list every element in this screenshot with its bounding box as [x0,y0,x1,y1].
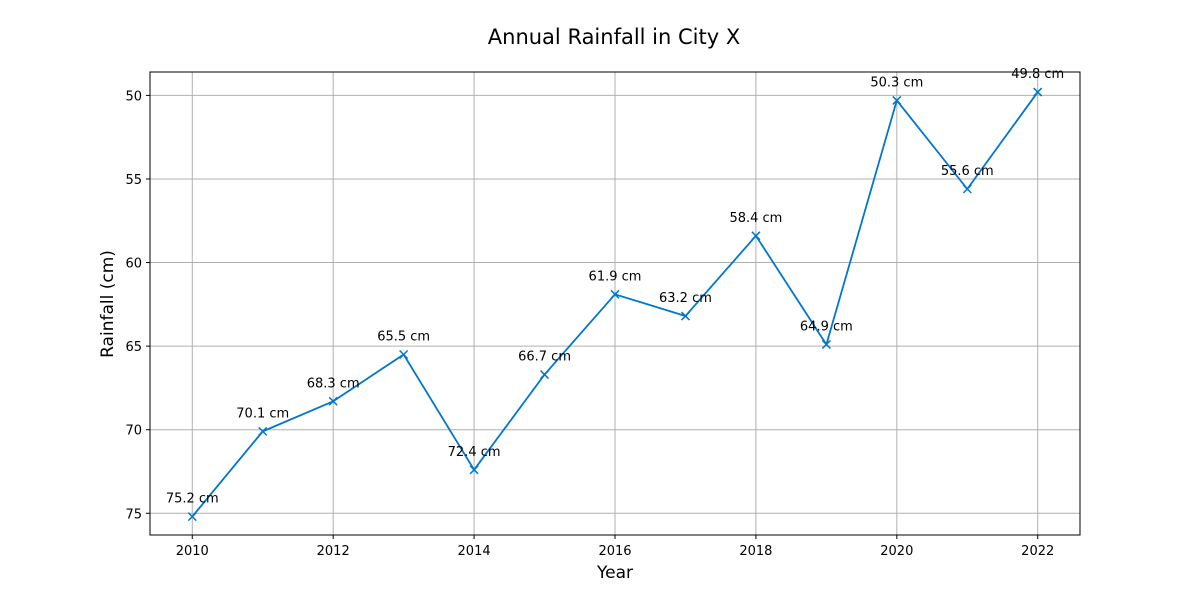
x-axis-ticks: 2010 2012 2014 2016 2018 2020 2022 [176,535,1054,559]
x-tick-label: 2012 [317,544,350,559]
data-label: 68.3 cm [307,376,360,391]
data-label: 72.4 cm [448,445,501,460]
data-point-marker [610,289,620,299]
x-axis-label: Year [596,563,633,583]
data-label: 58.4 cm [729,211,782,226]
data-point-marker [328,396,338,406]
grid-lines [150,72,1080,535]
data-point-marker [962,184,972,194]
rainfall-series [187,87,1043,522]
data-labels: 75.2 cm 70.1 cm 68.3 cm 65.5 cm 72.4 cm 66.7 … [166,67,1064,507]
y-tick-label: 70 [125,424,142,439]
x-tick-label: 2010 [176,544,209,559]
data-point-marker [399,349,409,360]
y-tick-label: 65 [125,340,142,355]
data-point-marker [469,465,479,475]
data-point-marker [680,311,690,321]
data-label: 65.5 cm [377,329,430,344]
data-label: 55.6 cm [941,164,994,179]
data-label: 49.8 cm [1011,67,1064,82]
x-tick-label: 2016 [598,544,631,559]
x-tick-label: 2020 [880,544,913,559]
data-label: 61.9 cm [589,269,642,284]
chart-title: Annual Rainfall in City X [488,25,740,49]
data-point-marker [751,231,761,241]
y-tick-label: 50 [125,89,142,104]
data-label: 70.1 cm [236,406,289,421]
x-tick-label: 2014 [458,544,491,559]
y-tick-label: 60 [125,257,142,272]
data-point-marker [821,339,831,349]
plot-area-frame [149,71,1081,536]
data-label: 64.9 cm [800,319,853,334]
data-label: 63.2 cm [659,291,712,306]
x-tick-label: 2022 [1021,544,1054,559]
x-tick-label: 2018 [739,544,772,559]
data-label: 75.2 cm [166,492,219,507]
y-tick-label: 75 [125,507,142,522]
data-point-marker [540,370,550,380]
data-point-marker [1033,87,1043,97]
y-tick-label: 55 [125,173,142,188]
y-axis-ticks: 50 55 60 65 70 75 [125,89,150,522]
data-point-marker [187,512,197,522]
y-axis-label: Rainfall (cm) [98,250,118,358]
data-point-marker [258,426,268,436]
data-label: 50.3 cm [870,75,923,90]
data-point-marker [892,95,902,105]
data-label: 66.7 cm [518,350,571,365]
